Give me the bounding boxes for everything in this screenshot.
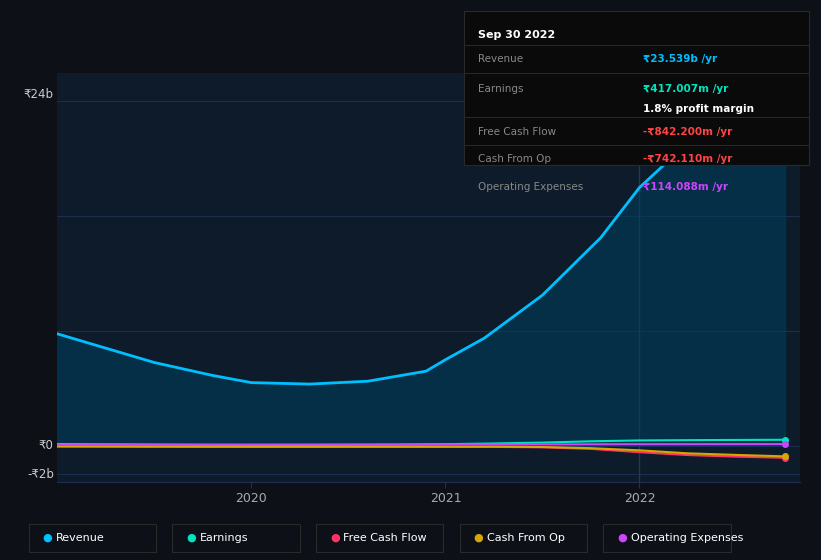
Text: ₹114.088m /yr: ₹114.088m /yr xyxy=(643,182,728,192)
Text: Earnings: Earnings xyxy=(478,83,523,94)
Text: ●: ● xyxy=(617,533,627,543)
Text: ₹0: ₹0 xyxy=(39,439,53,452)
Text: ●: ● xyxy=(474,533,484,543)
Text: -₹742.110m /yr: -₹742.110m /yr xyxy=(643,155,732,165)
Text: -₹2b: -₹2b xyxy=(27,468,53,481)
Text: 1.8% profit margin: 1.8% profit margin xyxy=(643,104,754,114)
Text: ●: ● xyxy=(186,533,196,543)
Text: ₹417.007m /yr: ₹417.007m /yr xyxy=(643,83,728,94)
Text: Operating Expenses: Operating Expenses xyxy=(478,182,583,192)
Text: ●: ● xyxy=(43,533,53,543)
Text: ₹23.539b /yr: ₹23.539b /yr xyxy=(643,54,718,64)
Text: ₹24b: ₹24b xyxy=(24,88,53,101)
Text: Cash From Op: Cash From Op xyxy=(487,533,565,543)
Text: ●: ● xyxy=(330,533,340,543)
Text: Free Cash Flow: Free Cash Flow xyxy=(478,127,556,137)
Text: -₹842.200m /yr: -₹842.200m /yr xyxy=(643,127,732,137)
Text: Free Cash Flow: Free Cash Flow xyxy=(343,533,427,543)
Text: Cash From Op: Cash From Op xyxy=(478,155,551,165)
Text: Revenue: Revenue xyxy=(478,54,523,64)
Text: Earnings: Earnings xyxy=(200,533,248,543)
Text: Sep 30 2022: Sep 30 2022 xyxy=(478,30,555,40)
Text: Revenue: Revenue xyxy=(56,533,104,543)
Text: Operating Expenses: Operating Expenses xyxy=(631,533,743,543)
